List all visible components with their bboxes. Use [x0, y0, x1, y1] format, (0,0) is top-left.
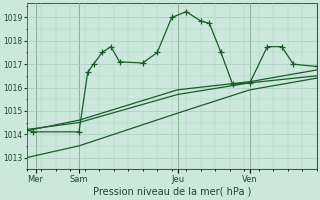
X-axis label: Pression niveau de la mer( hPa ): Pression niveau de la mer( hPa ) — [92, 187, 251, 197]
